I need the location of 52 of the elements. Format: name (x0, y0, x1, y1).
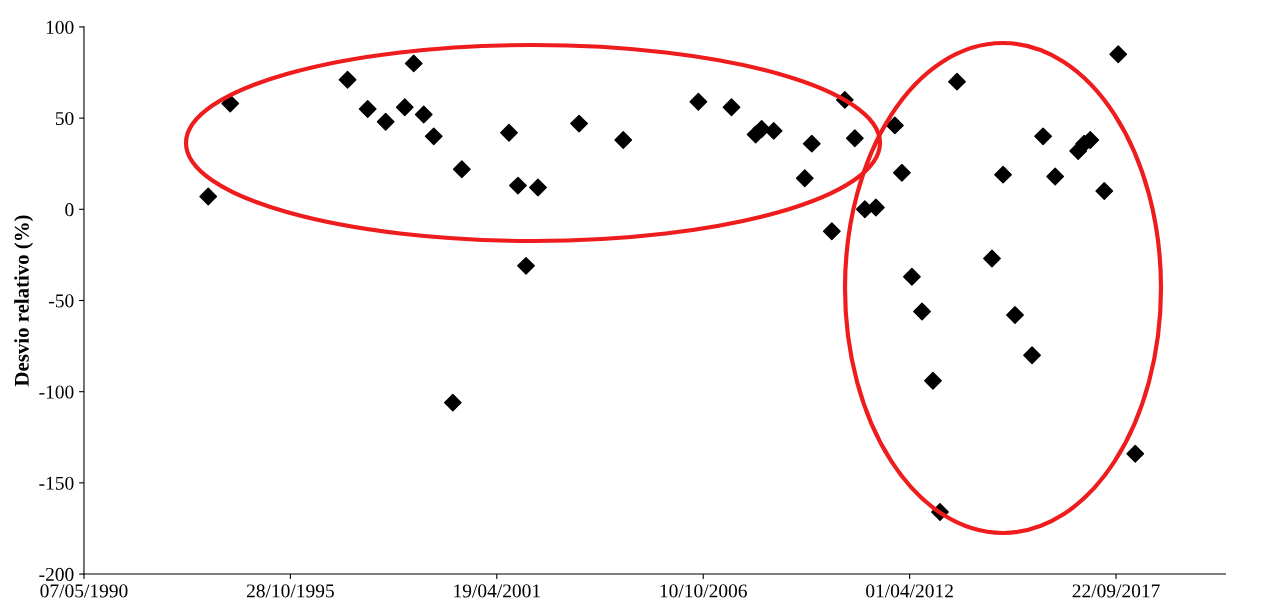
point (924, 371, 942, 390)
y-axis-title: Desvio relativo (%) (14, 215, 34, 387)
x-tick-label: 01/04/2012 (866, 584, 953, 598)
point (722, 98, 741, 117)
x-tick-label: 10/10/2006 (660, 584, 747, 598)
x-tick-label: 22/09/2017 (1072, 584, 1160, 598)
point (414, 105, 433, 124)
point (529, 178, 547, 197)
y-tick-label: -150 (39, 476, 74, 490)
point (404, 54, 423, 73)
point (500, 123, 518, 142)
point (517, 256, 535, 275)
point (570, 114, 588, 133)
point (1023, 346, 1041, 365)
point (902, 267, 921, 286)
point (614, 131, 633, 149)
point (913, 302, 931, 321)
point (1095, 182, 1114, 200)
y-tick-label: 0 (65, 203, 74, 217)
point (885, 116, 904, 135)
point (1006, 306, 1024, 324)
y-tick-label: -200 (39, 567, 74, 581)
y-tick-label: 50 (55, 111, 74, 126)
point (424, 127, 443, 146)
point (1046, 167, 1065, 186)
point (338, 70, 357, 89)
point (395, 98, 414, 117)
y-tick-label: 100 (46, 20, 74, 34)
point (845, 129, 864, 148)
point (452, 160, 471, 179)
x-tick-label: 28/10/1995 (246, 584, 334, 598)
point (1126, 444, 1145, 463)
y-tick-label: -50 (49, 294, 74, 308)
point (443, 393, 462, 412)
point (822, 222, 841, 241)
x-tick-label: 19/04/2001 (454, 584, 540, 598)
point (892, 163, 911, 182)
point (983, 249, 1001, 268)
point (509, 176, 527, 195)
x-tick-label: 07/05/1990 (40, 584, 128, 598)
point (1034, 127, 1052, 146)
point (994, 165, 1012, 184)
point (764, 121, 783, 140)
point (199, 187, 218, 206)
point (358, 100, 377, 118)
point (948, 72, 966, 91)
y-tick-label: -100 (39, 385, 74, 399)
point (802, 134, 821, 153)
point (689, 92, 708, 111)
point (376, 112, 395, 131)
point (795, 169, 814, 188)
point (1109, 45, 1128, 64)
